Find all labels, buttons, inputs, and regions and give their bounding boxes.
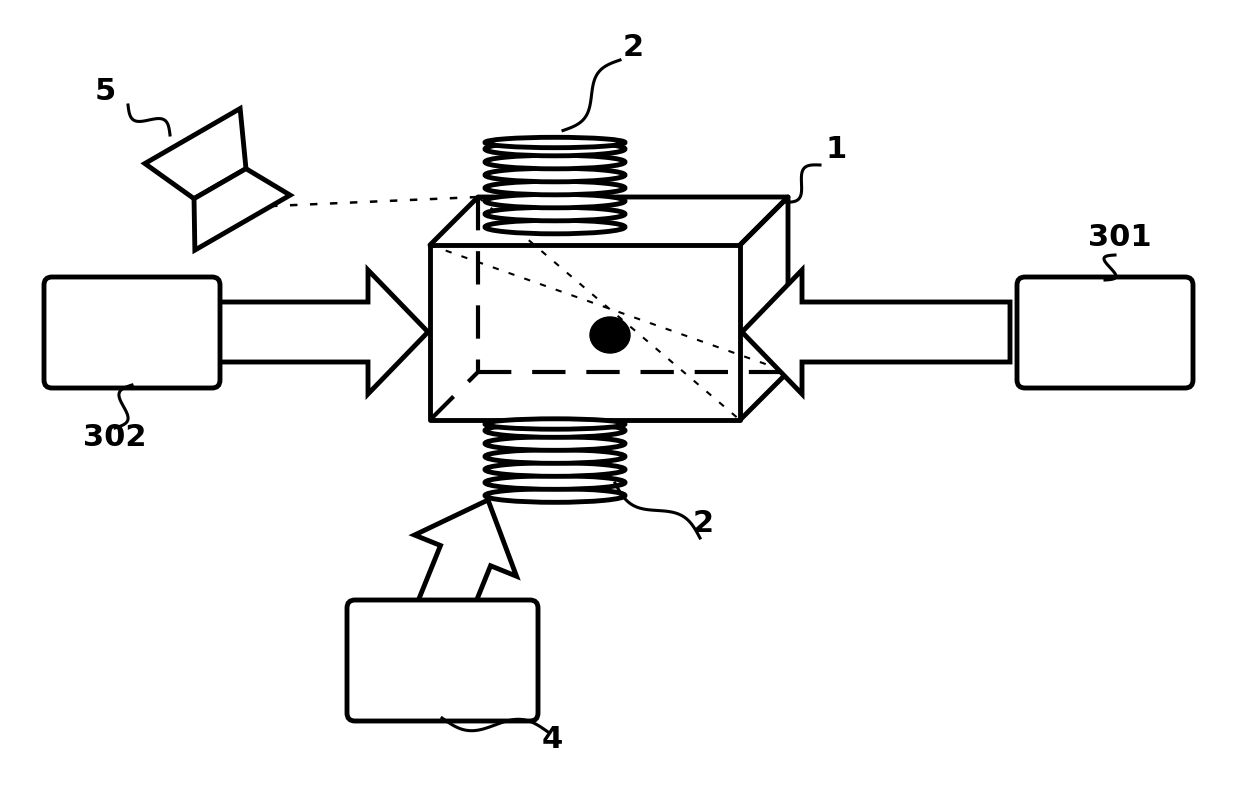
FancyBboxPatch shape — [43, 277, 219, 388]
Polygon shape — [742, 270, 1011, 394]
Ellipse shape — [485, 220, 625, 234]
FancyBboxPatch shape — [347, 600, 538, 721]
FancyBboxPatch shape — [1017, 277, 1193, 388]
Ellipse shape — [485, 168, 625, 182]
Ellipse shape — [485, 207, 625, 221]
Ellipse shape — [485, 437, 625, 450]
Ellipse shape — [485, 489, 625, 502]
Text: 5: 5 — [94, 78, 115, 106]
Polygon shape — [200, 270, 428, 394]
Ellipse shape — [485, 142, 625, 156]
Text: 2: 2 — [692, 510, 713, 538]
Ellipse shape — [485, 424, 625, 438]
Ellipse shape — [485, 450, 625, 463]
Text: 302: 302 — [83, 423, 146, 453]
Text: 1: 1 — [826, 135, 847, 165]
Polygon shape — [193, 169, 290, 250]
Text: 301: 301 — [1089, 223, 1152, 253]
Ellipse shape — [485, 181, 625, 195]
Text: 2: 2 — [622, 33, 644, 62]
Ellipse shape — [485, 194, 625, 208]
Ellipse shape — [485, 476, 625, 490]
Ellipse shape — [485, 419, 625, 429]
Ellipse shape — [485, 462, 625, 476]
Polygon shape — [145, 109, 246, 198]
Ellipse shape — [590, 317, 630, 353]
Polygon shape — [397, 500, 517, 672]
Ellipse shape — [485, 155, 625, 169]
Text: 4: 4 — [542, 726, 563, 754]
Ellipse shape — [485, 138, 625, 148]
